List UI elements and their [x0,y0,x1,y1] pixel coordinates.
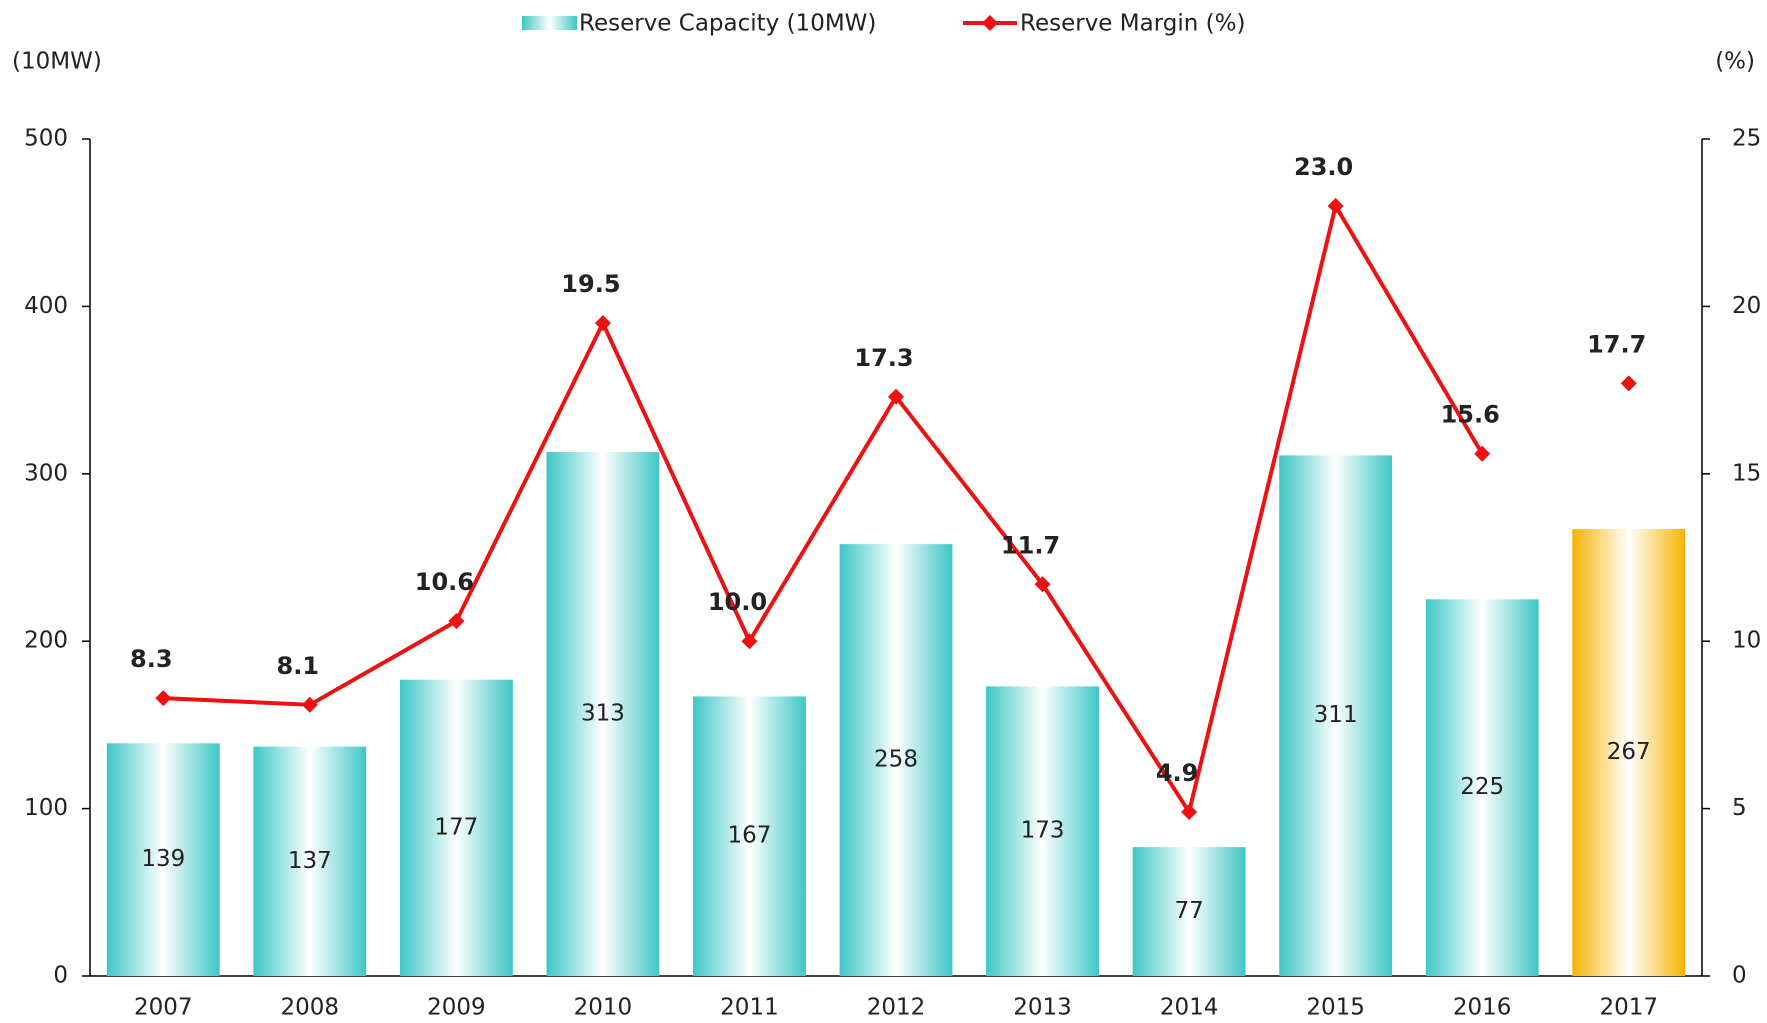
x-tick-label: 2012 [867,995,926,1021]
bar-value-label: 267 [1607,739,1651,765]
bar-value-label: 313 [581,701,625,727]
bar-value-label: 177 [434,814,478,840]
line-marker [1474,445,1491,462]
bar [839,544,953,976]
line-marker [888,388,904,405]
y2-tick-label: 25 [1732,126,1761,152]
y2-tick-label: 10 [1732,628,1761,654]
line-marker [1181,803,1198,820]
line-value-label: 4.9 [1156,759,1199,787]
line-marker [301,696,318,713]
bar-value-label: 173 [1021,818,1065,844]
x-tick-label: 2008 [281,995,340,1021]
bar [546,452,660,977]
line-marker [1620,375,1637,392]
bar-value-label: 137 [288,848,332,874]
line-marker [155,690,172,707]
x-tick-label: 2009 [427,995,486,1021]
y2-tick-label: 15 [1732,460,1761,486]
line-value-label: 8.3 [130,645,173,673]
bar-value-label: 258 [874,747,918,773]
bar [1425,599,1539,976]
line-value-label: 8.1 [277,652,320,680]
line-value-label: 10.6 [415,568,474,596]
y-tick-label: 500 [24,126,68,152]
y2-tick-label: 0 [1732,963,1747,989]
legend-marker [982,15,998,31]
y-tick-label: 300 [24,460,68,486]
x-tick-label: 2017 [1599,995,1658,1021]
x-tick-label: 2014 [1160,995,1219,1021]
line-marker [594,315,611,332]
y-tick-label: 200 [24,628,68,654]
x-tick-label: 2010 [574,995,633,1021]
line-value-label: 15.6 [1441,401,1500,429]
bar-value-label: 77 [1174,898,1203,924]
y2-axis-label: (%) [1715,49,1755,75]
x-tick-label: 2007 [134,995,193,1021]
legend-swatch [522,16,577,30]
bar [253,746,367,976]
y-tick-label: 400 [24,293,68,319]
line-value-label: 17.7 [1587,330,1646,358]
legend-label: Reserve Capacity (10MW) [579,11,876,37]
line-value-label: 19.5 [561,270,620,298]
bar-value-label: 167 [728,823,772,849]
x-tick-label: 2013 [1013,995,1072,1021]
bar [1132,847,1246,976]
line [163,203,1484,814]
line-value-label: 10.0 [708,588,767,616]
x-tick-label: 2015 [1306,995,1365,1021]
y2-tick-label: 20 [1732,293,1761,319]
line-marker [448,613,465,630]
line-value-label: 11.7 [1001,531,1060,559]
bar [399,679,513,976]
line-marker [1034,576,1051,593]
y-tick-label: 100 [24,795,68,821]
y2-tick-label: 5 [1732,795,1747,821]
bar [986,686,1099,976]
bar-value-label: 225 [1460,774,1504,800]
bar-value-label: 311 [1314,702,1358,728]
x-tick-label: 2011 [720,995,779,1021]
line-value-label: 17.3 [854,344,913,372]
y-tick-label: 0 [53,963,68,989]
line-value-label: 23.0 [1294,153,1353,181]
bar [1572,529,1686,976]
y-axis-label: (10MW) [12,49,102,75]
bar [1279,455,1393,976]
x-tick-label: 2016 [1453,995,1512,1021]
line-marker [741,633,758,650]
bar [693,696,806,976]
bar [106,743,220,976]
legend-label: Reserve Margin (%) [1020,11,1245,37]
line-marker [1327,197,1344,214]
bar-value-label: 139 [141,846,185,872]
